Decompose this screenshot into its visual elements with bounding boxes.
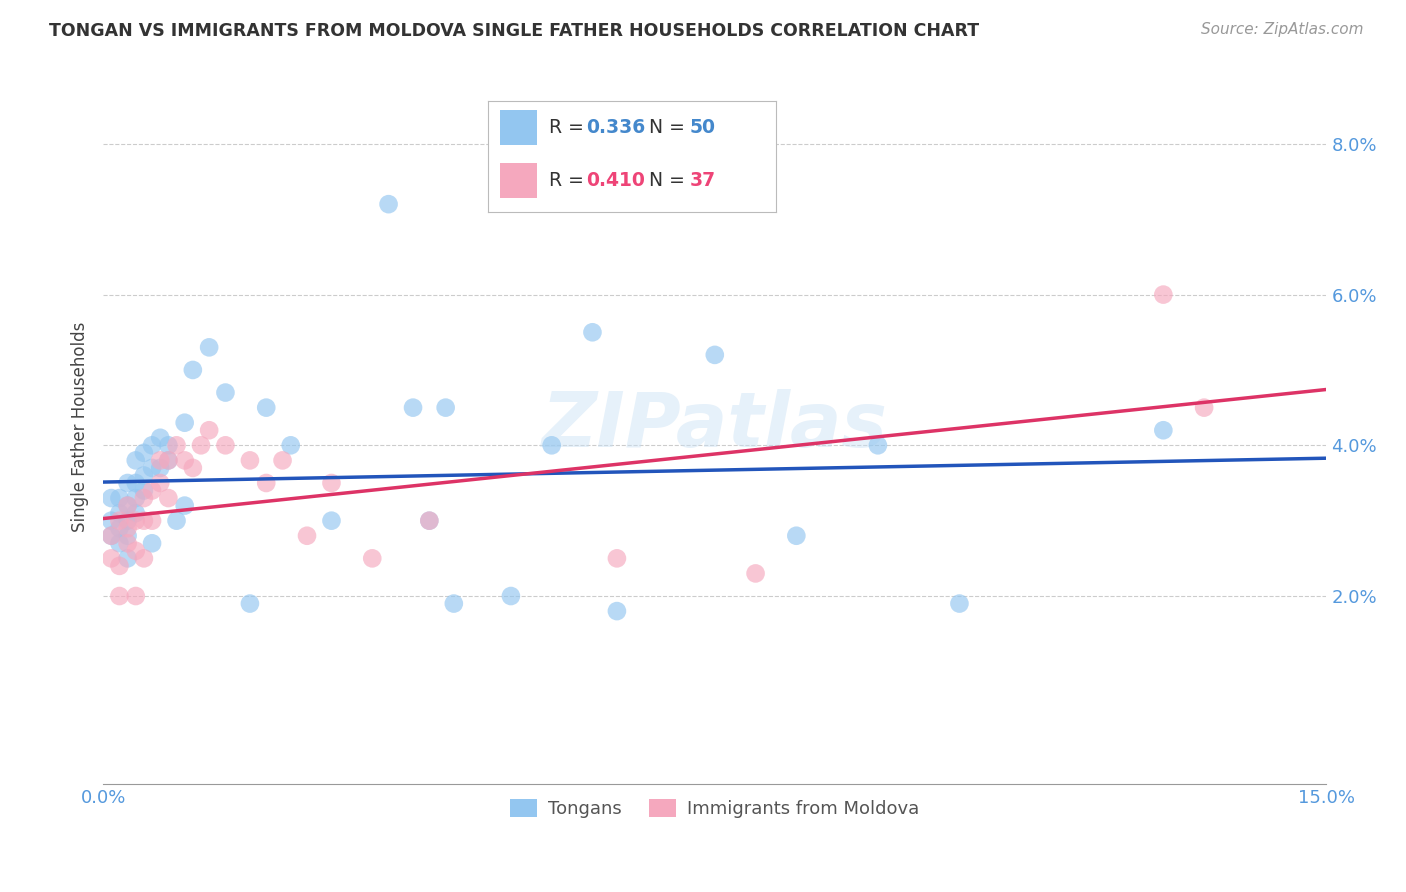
- Point: [198, 340, 221, 354]
- Point: [108, 536, 131, 550]
- Point: [117, 536, 139, 550]
- Point: [948, 597, 970, 611]
- Point: [703, 348, 725, 362]
- Point: [108, 491, 131, 505]
- Point: [239, 597, 262, 611]
- Point: [132, 468, 155, 483]
- Point: [157, 438, 180, 452]
- Point: [100, 529, 122, 543]
- Point: [108, 589, 131, 603]
- Point: [254, 401, 277, 415]
- Point: [141, 483, 163, 498]
- Point: [108, 514, 131, 528]
- Point: [418, 514, 440, 528]
- Point: [117, 499, 139, 513]
- Point: [239, 453, 262, 467]
- Point: [149, 431, 172, 445]
- Text: ZIPatlas: ZIPatlas: [541, 390, 887, 464]
- Point: [125, 514, 148, 528]
- Point: [1152, 423, 1174, 437]
- Point: [125, 506, 148, 520]
- Point: [443, 597, 465, 611]
- Legend: Tongans, Immigrants from Moldova: Tongans, Immigrants from Moldova: [503, 792, 927, 825]
- Point: [100, 551, 122, 566]
- Point: [198, 423, 221, 437]
- Point: [125, 453, 148, 467]
- Point: [108, 521, 131, 535]
- Point: [254, 475, 277, 490]
- Text: Source: ZipAtlas.com: Source: ZipAtlas.com: [1201, 22, 1364, 37]
- Point: [141, 438, 163, 452]
- Point: [295, 529, 318, 543]
- Point: [173, 416, 195, 430]
- Point: [214, 438, 236, 452]
- Point: [117, 521, 139, 535]
- Point: [214, 385, 236, 400]
- Point: [100, 529, 122, 543]
- Point: [132, 483, 155, 498]
- Point: [117, 529, 139, 543]
- Point: [132, 514, 155, 528]
- Point: [117, 551, 139, 566]
- Point: [1192, 401, 1215, 415]
- Point: [606, 551, 628, 566]
- Point: [117, 499, 139, 513]
- Point: [271, 453, 294, 467]
- Point: [157, 453, 180, 467]
- Point: [181, 363, 204, 377]
- Point: [434, 401, 457, 415]
- Point: [149, 453, 172, 467]
- Point: [125, 475, 148, 490]
- Point: [361, 551, 384, 566]
- Point: [173, 499, 195, 513]
- Point: [581, 326, 603, 340]
- Point: [141, 461, 163, 475]
- Point: [166, 514, 188, 528]
- Y-axis label: Single Father Households: Single Father Households: [72, 321, 89, 532]
- Point: [402, 401, 425, 415]
- Point: [117, 475, 139, 490]
- Point: [132, 551, 155, 566]
- Text: TONGAN VS IMMIGRANTS FROM MOLDOVA SINGLE FATHER HOUSEHOLDS CORRELATION CHART: TONGAN VS IMMIGRANTS FROM MOLDOVA SINGLE…: [49, 22, 980, 40]
- Point: [125, 589, 148, 603]
- Point: [100, 491, 122, 505]
- Point: [117, 514, 139, 528]
- Point: [125, 491, 148, 505]
- Point: [499, 589, 522, 603]
- Point: [280, 438, 302, 452]
- Point: [108, 506, 131, 520]
- Point: [190, 438, 212, 452]
- Point: [321, 475, 343, 490]
- Point: [606, 604, 628, 618]
- Point: [100, 514, 122, 528]
- Point: [540, 438, 562, 452]
- Point: [785, 529, 807, 543]
- Point: [132, 491, 155, 505]
- Point: [125, 544, 148, 558]
- Point: [149, 461, 172, 475]
- Point: [418, 514, 440, 528]
- Point: [141, 536, 163, 550]
- Point: [1152, 287, 1174, 301]
- Point: [108, 558, 131, 573]
- Point: [132, 446, 155, 460]
- Point: [744, 566, 766, 581]
- Point: [157, 491, 180, 505]
- Point: [149, 475, 172, 490]
- Point: [181, 461, 204, 475]
- Point: [377, 197, 399, 211]
- Point: [141, 514, 163, 528]
- Point: [173, 453, 195, 467]
- Point: [157, 453, 180, 467]
- Point: [866, 438, 889, 452]
- Point: [321, 514, 343, 528]
- Point: [166, 438, 188, 452]
